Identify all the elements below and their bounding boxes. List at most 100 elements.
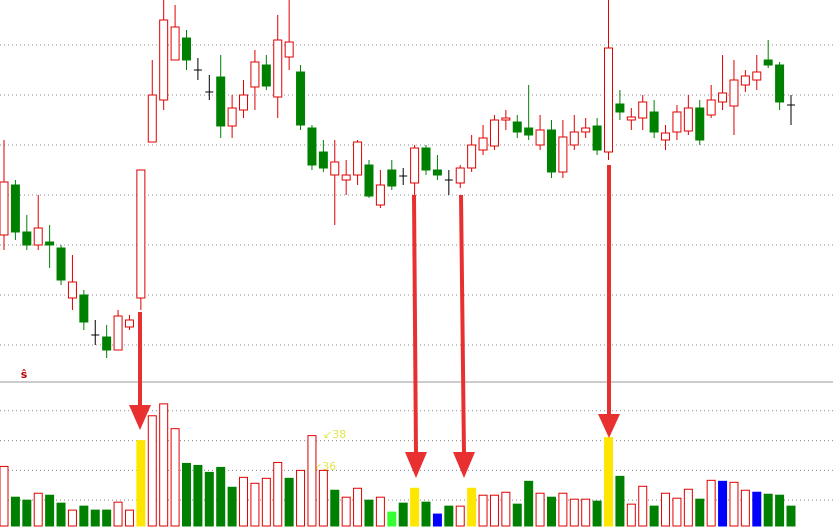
volume-bar: [569, 498, 579, 527]
volume-bar: [626, 503, 636, 527]
volume-bar: [763, 493, 773, 527]
candle-body: [45, 241, 55, 246]
candle-body: [387, 169, 397, 187]
volume-bar: [489, 494, 499, 527]
candle-body: [546, 129, 556, 173]
volume-bar: [661, 492, 671, 527]
candle-body: [432, 169, 442, 176]
volume-bar: [250, 482, 260, 527]
candle-body: [227, 107, 237, 127]
volume-bar: [421, 501, 431, 527]
volume-bar: [22, 499, 32, 527]
arrow: [412, 194, 418, 456]
candle-body: [250, 61, 260, 88]
volume-bar: [113, 501, 123, 527]
volume-bar: [296, 469, 306, 527]
volume-bar: [672, 497, 682, 527]
candle-body: [330, 161, 340, 176]
volume-bar: [467, 487, 477, 527]
volume-bar: [752, 491, 762, 527]
arrows: [129, 165, 620, 478]
candle-body: [33, 227, 43, 246]
candle-body: [558, 136, 568, 173]
volume-bar: [695, 498, 705, 527]
volume-bar: [79, 505, 89, 527]
candle-body: [604, 47, 614, 153]
candle-body: [273, 39, 283, 98]
volume-bar: [216, 466, 226, 527]
volume-bar: [159, 403, 169, 527]
candle-body: [421, 147, 431, 171]
candle-body: [661, 132, 671, 141]
candle-body: [216, 76, 226, 127]
candle-body: [569, 131, 579, 146]
candle-body: [706, 99, 716, 116]
volume-bar: [432, 513, 442, 527]
volume-bar: [193, 464, 203, 527]
volume-bar: [455, 505, 465, 527]
volume-bar: [729, 481, 739, 527]
volume-bar: [239, 476, 249, 527]
candle-body: [67, 281, 77, 299]
volume-bar: [341, 496, 351, 527]
volume-bar: [273, 461, 283, 527]
volume-bar: [67, 509, 77, 527]
candle-body: [307, 127, 317, 166]
arrow: [459, 194, 466, 456]
candle-body: [159, 19, 169, 101]
volume-bar: [56, 502, 66, 527]
candle-body: [524, 127, 534, 136]
candle-body: [353, 141, 363, 176]
volume-bar: [775, 494, 785, 527]
volume-bar: [706, 479, 716, 527]
candle-body: [626, 116, 636, 121]
volume-bar: [444, 505, 454, 527]
volume-bar: [718, 480, 728, 527]
volume-bar: [33, 492, 43, 527]
volume-bar: [581, 498, 591, 527]
candle-body: [364, 164, 374, 197]
volume-bar: [604, 437, 614, 527]
volume-bar: [558, 492, 568, 527]
candle-body: [763, 59, 773, 66]
candle-body: [10, 184, 20, 233]
candle-body: [478, 137, 488, 151]
volume-bar: [124, 509, 134, 527]
marker: ŝ: [21, 368, 28, 381]
arrow-head: [598, 414, 620, 438]
candle-body: [136, 169, 146, 299]
candle-body: [375, 184, 385, 206]
volume-bar: [353, 487, 363, 527]
candle-body: [615, 103, 625, 113]
volume-bar: [524, 480, 534, 527]
candle-body: [261, 64, 271, 87]
candle-body: [22, 231, 32, 246]
volume-bar: [638, 485, 648, 527]
annotation: ↙36: [313, 460, 336, 473]
candle-body: [581, 127, 591, 133]
candle-body: [489, 119, 499, 147]
volume-bar: [683, 488, 693, 527]
candle-body: [113, 315, 123, 351]
candle-body: [672, 111, 682, 133]
volume-bar: [740, 489, 750, 527]
candle-body: [284, 41, 294, 58]
volume-bar: [786, 505, 796, 527]
candle-body: [0, 181, 9, 236]
volume-bar: [284, 477, 294, 527]
volume-bar: [90, 509, 100, 527]
candle-body: [695, 107, 705, 141]
volume-bar: [592, 500, 602, 527]
candle-body: [341, 174, 351, 181]
candle-body: [512, 121, 522, 133]
candle-body: [318, 151, 328, 169]
candle-body: [638, 101, 648, 119]
candle-body: [124, 319, 134, 328]
candle-body: [775, 64, 785, 103]
arrow-head: [453, 452, 475, 478]
candle-body: [718, 92, 728, 103]
volume-bar: [330, 489, 340, 527]
volume-bar: [136, 440, 146, 527]
